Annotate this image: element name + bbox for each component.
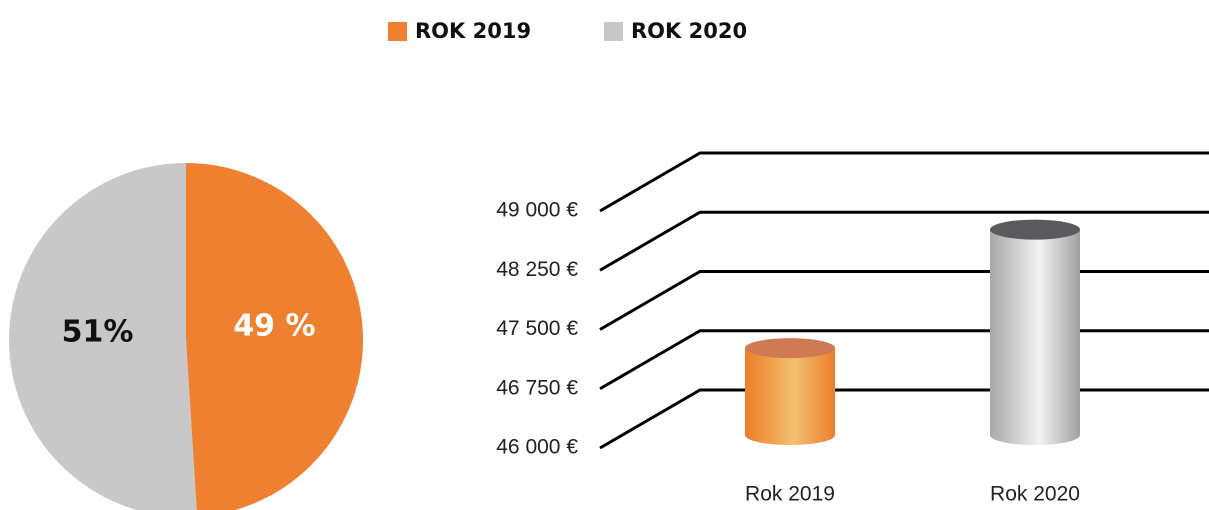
- bar: [745, 348, 835, 445]
- legend-label: ROK 2020: [631, 19, 747, 43]
- grid-line: [599, 329, 1209, 391]
- bar-top: [745, 338, 835, 359]
- y-tick-label: 48 250 €: [496, 258, 578, 281]
- y-tick-label: 49 000 €: [496, 199, 578, 222]
- legend-swatch: [604, 22, 623, 41]
- y-tick-label: 47 500 €: [496, 317, 578, 340]
- pie-slice: [9, 163, 197, 510]
- pie-slice: [186, 163, 363, 510]
- legend-label: ROK 2019: [415, 19, 531, 43]
- y-tick-label: 46 000 €: [496, 436, 578, 459]
- grid-line: [599, 388, 1209, 450]
- bar-top: [990, 219, 1080, 240]
- x-tick-label: Rok 2019: [745, 483, 835, 506]
- legend-swatch: [388, 22, 407, 41]
- grid-line: [599, 210, 1209, 272]
- grid-line: [599, 151, 1209, 213]
- y-tick-label: 46 750 €: [496, 376, 578, 399]
- x-tick-label: Rok 2020: [990, 483, 1080, 506]
- bar: [990, 229, 1080, 445]
- pie-label: 49 %: [233, 309, 315, 344]
- pie-label: 51%: [62, 314, 134, 349]
- grid-line: [599, 270, 1209, 331]
